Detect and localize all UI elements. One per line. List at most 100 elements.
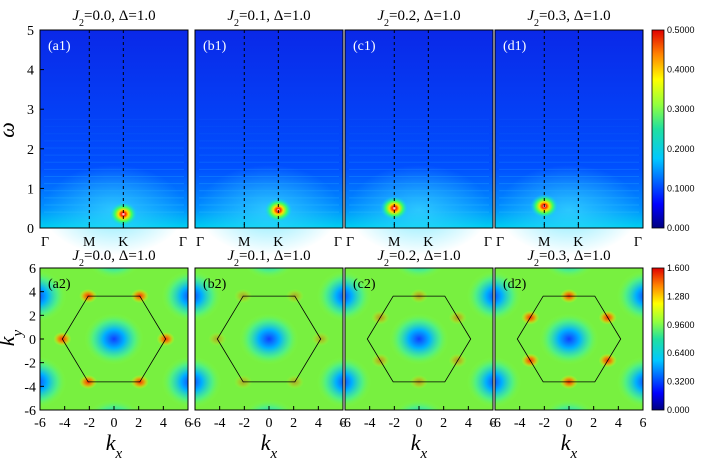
colorbar (651, 29, 665, 229)
gamma-minimum (40, 270, 67, 322)
y-axis-label: ky (0, 329, 26, 346)
colorbar-tick-label: 0.2000 (667, 144, 695, 154)
x-tick-label: K (423, 235, 433, 250)
panel-title: J2=0.3, Δ=1.0 (527, 8, 610, 29)
gamma-minimum (389, 313, 449, 365)
structure-map (495, 268, 643, 410)
panel-label: (a1) (48, 39, 71, 54)
structure-map (40, 268, 188, 410)
x-tick-label: -2 (388, 416, 400, 431)
spectral-peak (109, 202, 138, 227)
y-tick-label: 2 (29, 309, 36, 324)
panel-title: J2=0.1, Δ=1.0 (227, 8, 310, 29)
x-tick-label: 2 (290, 416, 297, 431)
panel-label: (b1) (203, 39, 227, 54)
panel-label: (b2) (203, 277, 227, 292)
spectrum-panel-frame (344, 29, 494, 229)
x-tick-label: -4 (59, 416, 71, 431)
x-tick-label: -2 (83, 416, 95, 431)
x-tick-label: -4 (364, 416, 376, 431)
panel-title: J2=0.1, Δ=1.0 (227, 248, 310, 269)
y-tick-label: 1 (27, 182, 34, 197)
gamma-minimum (345, 356, 372, 408)
x-tick-label: -2 (238, 416, 250, 431)
panel-title: J2=0.3, Δ=1.0 (527, 248, 610, 269)
x-tick-label: 0 (111, 416, 118, 431)
gamma-minimum (316, 356, 343, 408)
brillouin-zone (516, 295, 622, 383)
gamma-minimum (316, 270, 343, 322)
gamma-minimum (161, 270, 188, 322)
colorbar-tick-label: 1.280 (667, 291, 690, 301)
x-tick-label: -6 (339, 416, 351, 431)
x-tick-label: -4 (514, 416, 526, 431)
panel-label: (c2) (353, 277, 376, 292)
x-tick-label: Γ (196, 235, 204, 250)
gamma-minimum (89, 268, 139, 280)
colorbar-tick-label: 0.000 (667, 405, 690, 415)
x-tick-label: Γ (41, 235, 49, 250)
colorbar-tick-label: 0.4000 (667, 65, 695, 75)
x-tick-label: 6 (490, 416, 497, 431)
gamma-minimum (244, 268, 294, 280)
x-tick-label: 4 (615, 416, 622, 431)
spectral-peak (380, 196, 409, 221)
x-tick-label: -6 (34, 416, 46, 431)
x-tick-label: 6 (640, 416, 647, 431)
x-tick-label: K (573, 235, 583, 250)
brillouin-zone (366, 295, 472, 383)
x-tick-label: M (83, 235, 96, 250)
brillouin-zone (61, 295, 167, 383)
y-tick-label: 3 (27, 103, 34, 118)
gamma-minimum (394, 398, 444, 410)
x-axis-label: kx (261, 430, 278, 460)
colorbar-tick-label: 0.5000 (667, 25, 695, 35)
gamma-minimum (539, 313, 599, 365)
panel-label: (a2) (48, 277, 71, 292)
panel-label: (d2) (503, 277, 527, 292)
x-tick-label: 0 (266, 416, 273, 431)
x-tick-label: 0 (416, 416, 423, 431)
y-tick-label: 4 (29, 286, 36, 301)
x-tick-label: 2 (590, 416, 597, 431)
y-tick-label: -6 (24, 404, 36, 419)
continuum-glow (497, 165, 641, 255)
gamma-minimum (161, 356, 188, 408)
gamma-minimum (195, 270, 222, 322)
x-tick-label: Γ (484, 235, 492, 250)
x-tick-label: K (273, 235, 283, 250)
x-tick-label: -6 (489, 416, 501, 431)
gamma-minimum (345, 270, 372, 322)
structure-map (345, 268, 493, 410)
x-tick-label: Γ (634, 235, 642, 250)
panel-title: J2=0.0, Δ=1.0 (72, 248, 155, 269)
x-axis-label: kx (106, 430, 123, 460)
panel-title: J2=0.0, Δ=1.0 (72, 8, 155, 29)
gamma-minimum (84, 313, 144, 365)
continuum-glow (347, 165, 491, 255)
x-tick-label: 4 (160, 416, 167, 431)
y-tick-label: 5 (27, 24, 34, 39)
y-tick-label: -4 (24, 380, 36, 395)
y-tick-label: 6 (29, 262, 36, 277)
panel-title: J2=0.2, Δ=1.0 (377, 8, 460, 29)
gamma-minimum (195, 356, 222, 408)
x-tick-label: K (118, 235, 128, 250)
gamma-minimum (40, 356, 67, 408)
colorbar-tick-label: 1.600 (667, 263, 690, 273)
y-axis-label: ω (0, 122, 19, 138)
gamma-minimum (89, 398, 139, 410)
structure-map (195, 268, 343, 410)
x-tick-label: -6 (189, 416, 201, 431)
spectrum-panel-frame (494, 29, 644, 229)
x-tick-label: 6 (340, 416, 347, 431)
y-tick-label: 0 (29, 333, 36, 348)
gamma-minimum (495, 356, 522, 408)
gamma-minimum (616, 270, 643, 322)
panel-label: (d1) (503, 39, 527, 54)
x-tick-label: Γ (334, 235, 342, 250)
x-tick-label: 2 (135, 416, 142, 431)
gamma-minimum (394, 268, 444, 280)
x-tick-label: M (388, 235, 401, 250)
